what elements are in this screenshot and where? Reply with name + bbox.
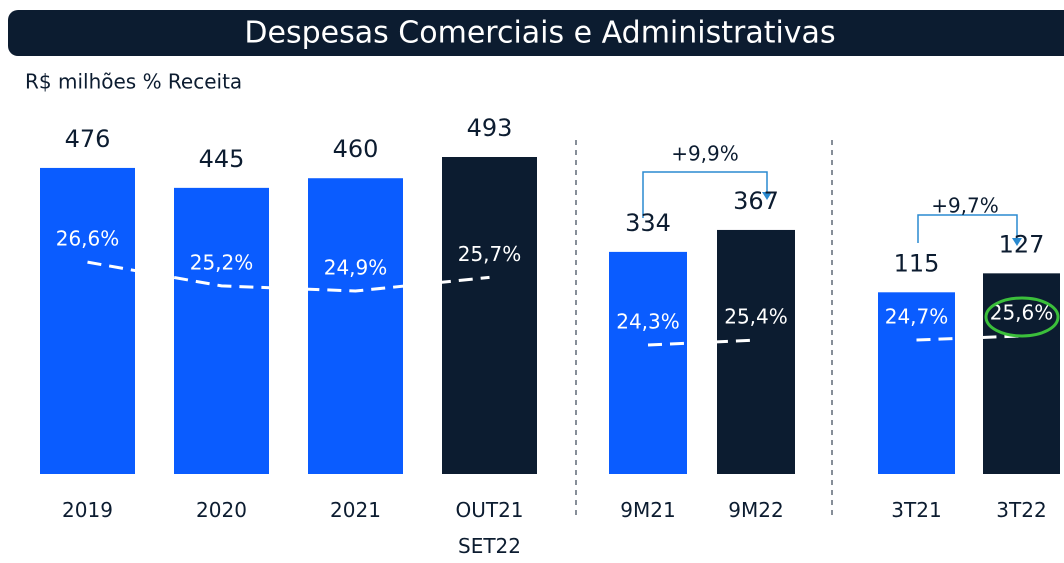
category-label: 3T21 — [891, 498, 942, 522]
value-label: 115 — [894, 249, 940, 277]
category-label: 9M22 — [728, 498, 784, 522]
category-label: 3T22 — [996, 498, 1047, 522]
bar — [983, 273, 1060, 474]
value-label: 493 — [467, 114, 513, 142]
percent-label: 25,7% — [458, 242, 522, 266]
percent-line — [87, 260, 490, 293]
category-label: 2020 — [196, 498, 247, 522]
bar — [442, 157, 537, 474]
category-label: 2021 — [330, 498, 381, 522]
category-label: 9M21 — [620, 498, 676, 522]
category-label: OUT21 SET22 — [455, 498, 524, 558]
bracket — [917, 214, 1018, 243]
bar — [609, 251, 687, 474]
percent-label: 25,6% — [990, 300, 1054, 324]
bar — [878, 292, 955, 474]
bar — [174, 187, 269, 475]
arrow-head — [1012, 238, 1022, 246]
percent-label: 26,6% — [56, 227, 120, 251]
chart-title: Despesas Comerciais e Administrativas — [244, 16, 835, 51]
bracket — [642, 171, 768, 218]
percent-label: 25,2% — [190, 250, 254, 274]
annotation: +9,9% — [671, 142, 739, 166]
annotation: +9,7% — [931, 194, 999, 218]
value-label: 367 — [733, 187, 779, 215]
percent-label: 24,9% — [324, 256, 388, 280]
value-label: 334 — [625, 209, 671, 237]
bar — [40, 167, 135, 474]
percent-line — [916, 334, 1022, 342]
value-label: 460 — [333, 135, 379, 163]
subtitle: R$ milhões % Receita — [25, 70, 242, 94]
highlight-circle — [984, 296, 1060, 338]
percent-label: 24,7% — [885, 305, 949, 329]
bar — [308, 178, 403, 474]
value-label: 445 — [199, 145, 245, 173]
value-label: 127 — [999, 230, 1045, 258]
arrow-head — [762, 192, 772, 200]
bar — [717, 229, 795, 474]
percent-label: 24,3% — [616, 310, 680, 334]
percent-line — [647, 338, 757, 347]
category-label: 2019 — [62, 498, 113, 522]
title-bar — [8, 10, 1064, 56]
percent-label: 25,4% — [724, 305, 788, 329]
value-label: 476 — [65, 125, 111, 153]
